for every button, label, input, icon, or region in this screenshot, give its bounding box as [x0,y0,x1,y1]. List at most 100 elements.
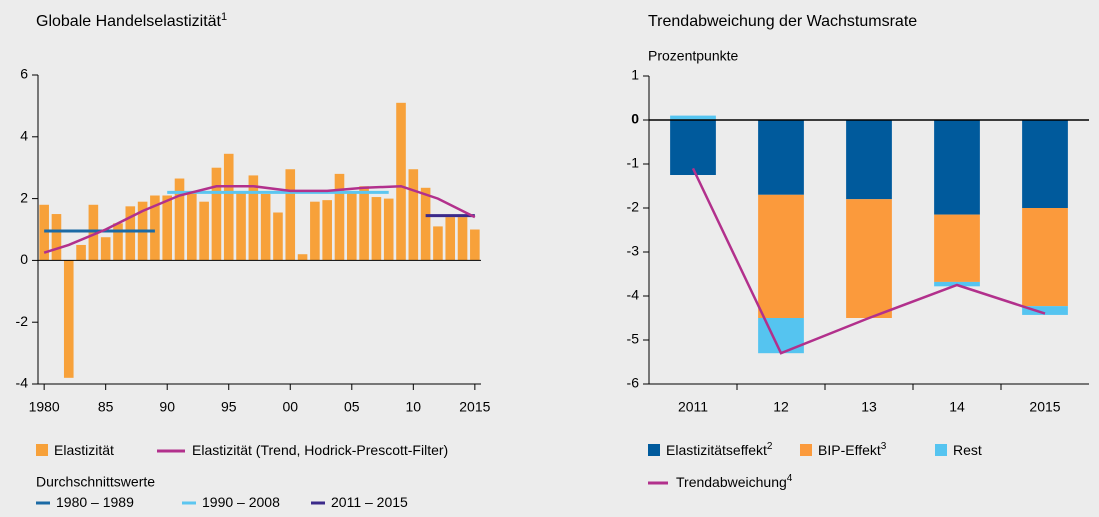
legend-text: Elastizitätseffekt [666,442,767,458]
bar [285,169,296,261]
y-tick-label: 0 [20,251,28,267]
chart-title: Globale Handelselastizität1 [36,11,227,30]
legend-label: 2011 – 2015 [331,494,408,510]
legend-label: Elastizitätseffekt2 [666,441,773,458]
legend-swatch [935,444,947,456]
bar [88,204,99,261]
legend-text: Rest [953,442,982,458]
legend-note: 3 [881,441,887,452]
legend-label: BIP-Effekt3 [818,441,887,458]
bar [51,214,62,261]
legend-text: Elastizität (Trend, Hodrick-Prescott-Fil… [192,442,448,458]
bar [310,201,320,261]
bar [76,244,86,261]
bar [187,192,197,261]
bar [297,254,308,261]
bar [273,212,283,261]
bar [396,102,406,261]
bar [211,167,222,261]
x-tick-label: 85 [98,399,114,415]
legend-note: 4 [787,473,793,484]
bar [125,206,136,261]
x-tick-label: 14 [949,399,965,415]
y-tick-label: -1 [627,155,640,171]
y-tick-label: -2 [16,313,29,329]
bar [100,237,111,261]
x-tick-label: 12 [773,399,789,415]
bar-segment [670,115,716,120]
x-tick-label: 2015 [459,399,490,415]
bar [236,192,246,261]
bar [39,204,49,261]
x-tick-label: 95 [221,399,237,415]
y-axis-label: Prozentpunkte [648,48,738,64]
x-tick-label: 13 [861,399,877,415]
x-tick-label: 2011 [678,399,708,415]
bar [260,193,271,261]
legend-text: 1980 – 1989 [56,494,134,510]
x-tick-label: 00 [282,399,298,415]
bar-segment [670,120,716,175]
legend-label: 1990 – 2008 [202,494,280,510]
y-tick-label: 2 [20,189,28,205]
x-tick-label: 05 [344,399,360,415]
x-tick-label: 90 [159,399,175,415]
bar [199,201,209,261]
legend-swatch [800,444,812,456]
legend-text: 1990 – 2008 [202,494,280,510]
bar-segment [1022,306,1068,315]
legend-heading: Durchschnittswerte [36,474,155,490]
title-text: Globale Handelselastizität [36,13,222,30]
x-tick-label: 10 [406,399,422,415]
y-tick-label: -6 [627,375,640,391]
bar [383,198,394,261]
bar [408,169,419,261]
y-tick-label: -4 [16,375,29,391]
legend-label: 1980 – 1989 [56,494,134,510]
bar [334,173,345,261]
title-note: 1 [221,11,227,23]
bar [162,195,173,261]
bar [359,186,369,261]
y-tick-label: -2 [627,199,640,215]
chart-title: Trendabweichung der Wachstumsrate [648,13,917,30]
bar [433,226,443,261]
bar-segment [1022,208,1068,307]
bar [63,260,74,378]
bar [322,200,332,261]
bar [150,195,160,261]
y-tick-label: -5 [627,331,640,347]
y-tick-label: 4 [20,128,28,144]
bar-segment [934,120,980,215]
bar [371,197,382,261]
bar [346,192,357,261]
legend-label: Elastizität [54,442,114,458]
legend-label: Elastizität (Trend, Hodrick-Prescott-Fil… [192,442,448,458]
bar [113,223,123,261]
legend-text: Trendabweichung [676,474,787,490]
bar [457,217,468,261]
bar-segment [846,120,892,200]
legend-text: Elastizität [54,442,114,458]
bar [470,229,480,261]
x-tick-label: 1980 [29,399,60,415]
bar [174,178,185,261]
y-tick-label: 0 [631,111,639,127]
bar-segment [846,199,892,318]
bar-segment [1022,120,1068,208]
bar [248,175,259,261]
legend-swatch [648,444,660,456]
trend-line [43,184,476,254]
bar [420,187,431,261]
legend-swatch [36,444,48,456]
y-tick-label: 1 [631,67,639,83]
legend-note: 2 [767,441,773,452]
legend-label: Trendabweichung4 [676,473,793,490]
legend-label: Rest [953,442,982,458]
bar-segment [934,214,980,282]
trend-deviation-line [691,167,1046,355]
bar-segment [758,120,804,195]
y-tick-label: -4 [627,287,640,303]
y-tick-label: 6 [20,66,28,82]
